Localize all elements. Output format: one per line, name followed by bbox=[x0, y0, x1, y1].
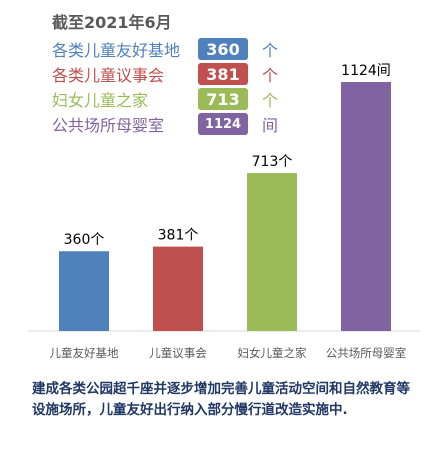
date-title: 截至2021年6月 bbox=[52, 13, 172, 32]
data-label-0: 360个 bbox=[64, 232, 105, 248]
legend-value-badge: 381 bbox=[198, 63, 248, 85]
legend-item-council: 各类儿童议事会 381 个 bbox=[52, 63, 278, 85]
legend-unit: 间 bbox=[262, 116, 279, 135]
footer-note: 建成各类公园超千座并逐步增加完善儿童活动空间和自然教育等设施场所，儿童友好出行纳… bbox=[32, 381, 410, 418]
bar-3 bbox=[341, 82, 391, 331]
legend-item-women-children-home: 妇女儿童之家 713 个 bbox=[52, 88, 278, 110]
legend-unit: 个 bbox=[262, 91, 279, 110]
bar-1 bbox=[153, 246, 203, 331]
legend-unit: 个 bbox=[262, 66, 279, 85]
legend-item-friendly-base: 各类儿童友好基地 360 个 bbox=[52, 38, 278, 60]
category-label-1: 儿童议事会 bbox=[149, 346, 207, 360]
data-label-2: 713个 bbox=[252, 154, 293, 170]
legend-name: 妇女儿童之家 bbox=[52, 91, 149, 110]
data-label-1: 381个 bbox=[158, 228, 199, 244]
legend-value-badge: 713 bbox=[198, 88, 248, 110]
legend-name: 公共场所母婴室 bbox=[52, 116, 165, 135]
legend-name: 各类儿童议事会 bbox=[52, 66, 165, 85]
data-label-3: 1124间 bbox=[341, 63, 391, 79]
legend-value-badge: 1124 bbox=[198, 113, 248, 135]
category-label-3: 公共场所母婴室 bbox=[326, 346, 407, 360]
bar-2 bbox=[247, 173, 297, 331]
legend-name: 各类儿童友好基地 bbox=[52, 41, 181, 60]
category-label-2: 妇女儿童之家 bbox=[238, 346, 307, 360]
legend-value-badge: 360 bbox=[198, 38, 248, 60]
legend-unit: 个 bbox=[262, 41, 279, 60]
legend-item-nursing-room: 公共场所母婴室 1124 间 bbox=[52, 113, 278, 135]
category-label-0: 儿童友好基地 bbox=[50, 346, 119, 360]
bar-0 bbox=[59, 251, 109, 331]
